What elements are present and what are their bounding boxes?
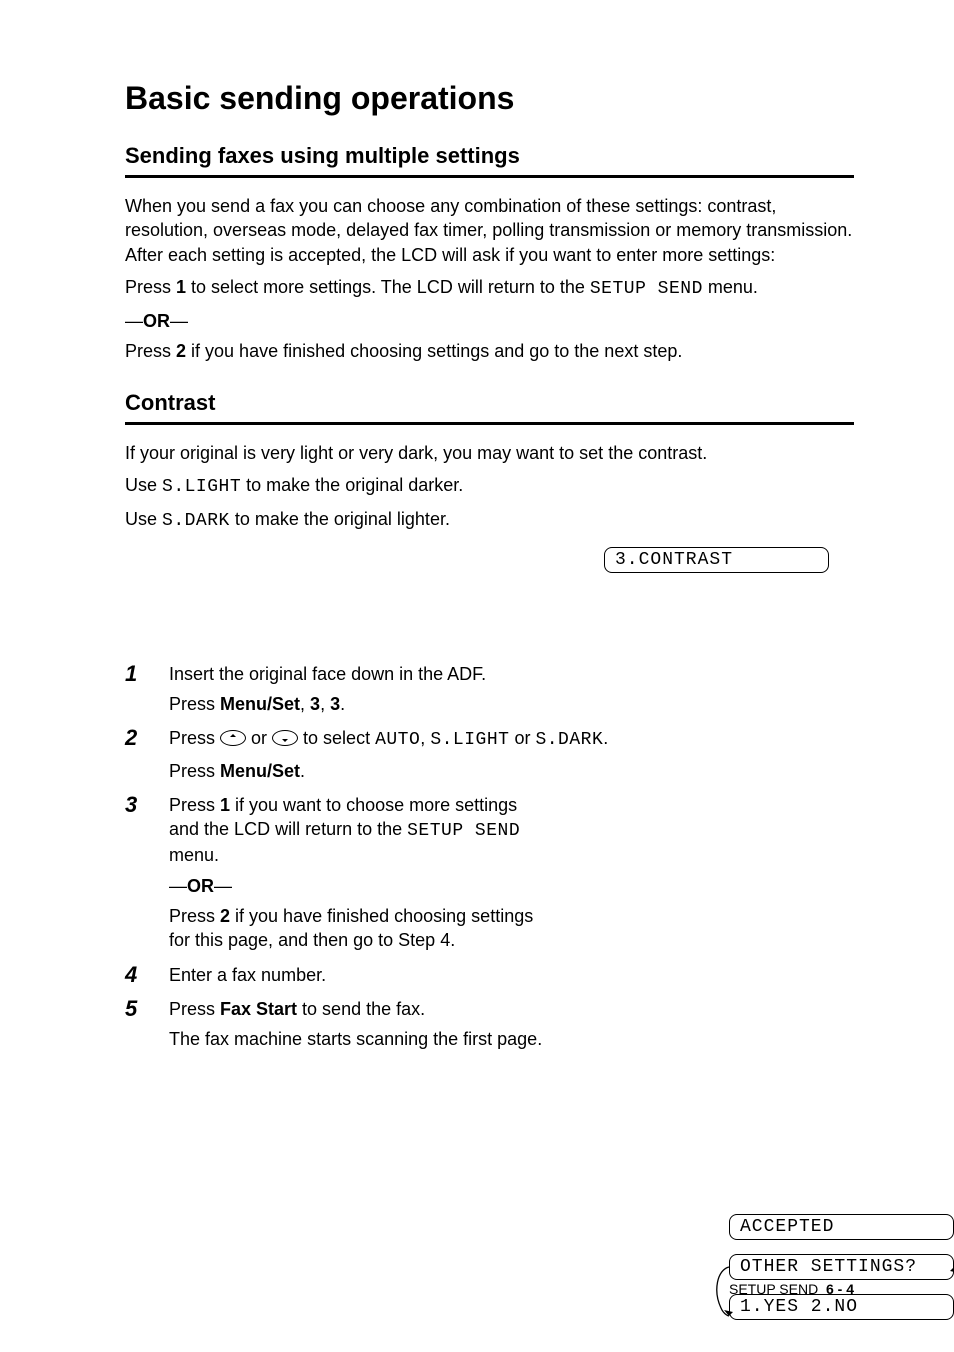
steps-list: 1 Insert the original face down in the A… bbox=[125, 662, 854, 1058]
step-body: Insert the original face down in the ADF… bbox=[169, 662, 854, 723]
step-1: 1 Insert the original face down in the A… bbox=[125, 662, 854, 723]
lcd-line: 3.CONTRAST bbox=[604, 547, 829, 573]
lcd-accepted: ACCEPTED bbox=[729, 1214, 954, 1240]
step-text: Insert the original face down in the ADF… bbox=[169, 662, 854, 686]
text: to make the original lighter. bbox=[230, 509, 450, 529]
or-separator: —OR— bbox=[125, 309, 854, 333]
press-2-line: Press 2 if you have finished choosing se… bbox=[125, 339, 854, 363]
menu-name: SETUP SEND bbox=[407, 821, 520, 841]
fax-start-label: Fax Start bbox=[220, 999, 297, 1019]
step-body: Press or to select AUTO, S.LIGHT or S.DA… bbox=[169, 726, 854, 789]
text: . bbox=[340, 694, 345, 714]
footer-page: 6 - 4 bbox=[826, 1281, 854, 1297]
menu-set-label: Menu/Set bbox=[220, 761, 300, 781]
key-2: 2 bbox=[176, 341, 186, 361]
step-number: 5 bbox=[125, 997, 169, 1021]
page-footer: SETUP SEND 6 - 4 bbox=[729, 1281, 854, 1297]
lcd-yes-no: 1.YES 2.NO bbox=[729, 1294, 954, 1320]
press-1-line: Press 1 to select more settings. The LCD… bbox=[125, 275, 854, 301]
option-slight: S.LIGHT bbox=[430, 730, 509, 750]
mono-sdark: S.DARK bbox=[162, 511, 230, 531]
text: , bbox=[300, 694, 310, 714]
step-text: Press Menu/Set. bbox=[169, 759, 854, 783]
down-arrow-icon bbox=[272, 730, 298, 746]
option-sdark: S.DARK bbox=[535, 730, 603, 750]
menu-name: SETUP SEND bbox=[590, 279, 703, 299]
text: . bbox=[300, 761, 305, 781]
lcd-other-settings: OTHER SETTINGS? bbox=[729, 1254, 954, 1280]
key-3b: 3 bbox=[330, 694, 340, 714]
step-2: 2 Press or to select AUTO, S.LIGHT or S.… bbox=[125, 726, 854, 789]
step-text: Press or to select AUTO, S.LIGHT or S.DA… bbox=[169, 726, 854, 752]
text: to select more settings. The LCD will re… bbox=[186, 277, 590, 297]
text: or bbox=[246, 728, 272, 748]
text: Press bbox=[169, 761, 220, 781]
divider bbox=[125, 175, 854, 178]
footer-label: SETUP SEND bbox=[729, 1281, 818, 1297]
section-heading-sending: Sending faxes using multiple settings bbox=[125, 143, 854, 169]
mono-slight: S.LIGHT bbox=[162, 477, 241, 497]
lcd-display-contrast: 3.CONTRAST bbox=[604, 547, 829, 587]
option-auto: AUTO bbox=[375, 730, 420, 750]
step-4: 4 Enter a fax number. bbox=[125, 963, 854, 993]
text: Press bbox=[169, 906, 220, 926]
text: Use bbox=[125, 475, 162, 495]
text: Press bbox=[169, 999, 220, 1019]
step-number: 3 bbox=[125, 793, 169, 817]
step-number: 4 bbox=[125, 963, 169, 987]
step-body: Press Fax Start to send the fax. The fax… bbox=[169, 997, 854, 1058]
text: Press bbox=[169, 694, 220, 714]
text: . bbox=[603, 728, 608, 748]
step-text: Press Menu/Set, 3, 3. bbox=[169, 692, 854, 716]
step-text: Press Fax Start to send the fax. bbox=[169, 997, 854, 1021]
section-heading-contrast: Contrast bbox=[125, 390, 854, 416]
or-text: OR bbox=[187, 876, 214, 896]
step-text: Press 2 if you have finished choosing se… bbox=[169, 904, 549, 953]
intro-paragraph: When you send a fax you can choose any c… bbox=[125, 194, 854, 267]
step-5: 5 Press Fax Start to send the fax. The f… bbox=[125, 997, 854, 1058]
step-3: 3 Press 1 if you want to choose more set… bbox=[125, 793, 854, 959]
or-separator: —OR— bbox=[169, 874, 549, 898]
step-text: Enter a fax number. bbox=[169, 963, 854, 987]
lcd-display-stack: ACCEPTED OTHER SETTINGS? 1.YES 2.NO bbox=[729, 1214, 954, 1320]
text: , bbox=[420, 728, 430, 748]
text: to send the fax. bbox=[297, 999, 425, 1019]
use-sdark-line: Use S.DARK to make the original lighter. bbox=[125, 507, 854, 533]
step-number: 1 bbox=[125, 662, 169, 686]
text: menu. bbox=[169, 845, 219, 865]
text: Use bbox=[125, 509, 162, 529]
text: if you have finished choosing settings a… bbox=[186, 341, 682, 361]
text: menu. bbox=[703, 277, 758, 297]
text: , bbox=[320, 694, 330, 714]
up-arrow-icon bbox=[220, 730, 246, 746]
text: to make the original darker. bbox=[241, 475, 463, 495]
menu-set-label: Menu/Set bbox=[220, 694, 300, 714]
divider bbox=[125, 422, 854, 425]
step-number: 2 bbox=[125, 726, 169, 750]
step-body: Enter a fax number. bbox=[169, 963, 854, 993]
step-body: Press 1 if you want to choose more setti… bbox=[169, 793, 549, 959]
text: Press bbox=[169, 795, 220, 815]
page-title: Basic sending operations bbox=[125, 80, 854, 117]
text: or bbox=[509, 728, 535, 748]
contrast-intro: If your original is very light or very d… bbox=[125, 441, 854, 465]
use-slight-line: Use S.LIGHT to make the original darker. bbox=[125, 473, 854, 499]
step-text: Press 1 if you want to choose more setti… bbox=[169, 793, 549, 868]
key-3a: 3 bbox=[310, 694, 320, 714]
key-2: 2 bbox=[220, 906, 230, 926]
or-text: OR bbox=[143, 311, 170, 331]
key-1: 1 bbox=[176, 277, 186, 297]
key-1: 1 bbox=[220, 795, 230, 815]
text: Press bbox=[125, 341, 176, 361]
text: Press bbox=[169, 728, 220, 748]
page: Basic sending operations Sending faxes u… bbox=[0, 0, 954, 1352]
step-text: The fax machine starts scanning the firs… bbox=[169, 1027, 854, 1051]
text: Press bbox=[125, 277, 176, 297]
text: to select bbox=[298, 728, 375, 748]
